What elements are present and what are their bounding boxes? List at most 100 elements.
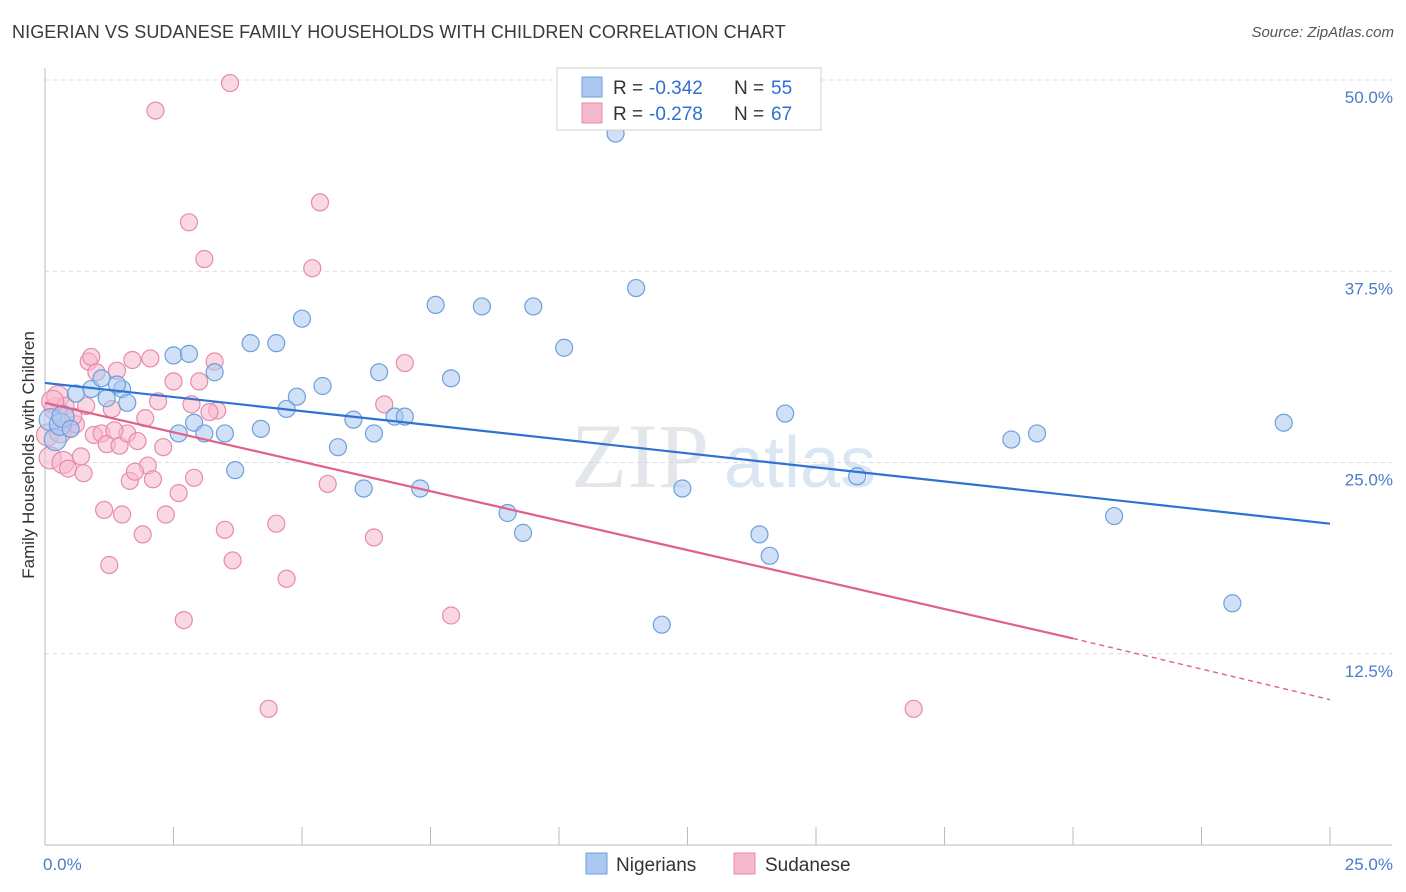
nigerian-point-52: [66, 384, 85, 403]
sudanese-point-10: [71, 447, 91, 466]
nigerian-point-34: [472, 297, 491, 316]
nigerian-point-26: [354, 479, 373, 498]
nigerian-point-51: [1274, 413, 1293, 432]
nigerian-point-18: [241, 334, 260, 353]
nigerian-point-47: [1002, 430, 1021, 449]
sudanese-point-55: [310, 193, 330, 212]
nigerian-point-23: [313, 376, 332, 396]
nigerian-point-33: [441, 369, 461, 388]
nigerian-point-32: [426, 295, 445, 315]
nigerian-point-42: [673, 479, 692, 498]
sudanese-point-38: [164, 372, 183, 391]
legend-r-value-1: -0.342: [649, 78, 703, 99]
sudanese-point-56: [318, 474, 337, 494]
nigerian-point-28: [370, 363, 389, 382]
sudanese-point-33: [143, 470, 163, 489]
series-legend-swatch-sudanese: [733, 852, 756, 875]
sudanese-point-49: [223, 551, 242, 570]
nigerian-point-25: [344, 410, 363, 429]
legend-swatch-nigerians: [581, 76, 603, 98]
x-tick-label-0: 0.0%: [43, 855, 82, 874]
nigerian-point-38: [555, 338, 574, 357]
sudanese-point-39: [169, 484, 188, 503]
sudanese-point-36: [154, 438, 173, 457]
sudanese-point-64: [105, 421, 124, 440]
nigerian-point-40: [626, 278, 646, 298]
nigerian-points: [38, 124, 1293, 634]
watermark: ZIP atlas: [571, 405, 876, 507]
legend-n-value-1: 55: [771, 78, 792, 99]
sudanese-point-7: [59, 459, 78, 478]
sudanese-point-20: [100, 555, 119, 575]
y-tick-label-0: 12.5%: [1345, 662, 1393, 681]
chart-title: NIGERIAN VS SUDANESE FAMILY HOUSEHOLDS W…: [12, 22, 786, 42]
legend-n-label-2: N =: [734, 104, 764, 125]
nigerian-point-20: [267, 334, 286, 353]
x-tick-label-1: 25.0%: [1345, 855, 1393, 874]
nigerian-point-10: [164, 346, 183, 365]
sudanese-point-60: [441, 606, 461, 625]
sudanese-point-58: [375, 395, 394, 414]
legend-n-label-1: N =: [734, 78, 764, 99]
sudanese-point-35: [148, 392, 168, 411]
series-legend-sudanese: Sudanese: [765, 855, 851, 876]
nigerian-point-48: [1027, 424, 1047, 443]
y-tick-label-2: 37.5%: [1345, 279, 1393, 298]
legend-r-value-2: -0.278: [649, 104, 703, 125]
nigerian-point-37: [524, 297, 543, 316]
legend-r-label-1: R =: [613, 78, 643, 99]
y-axis-label: Family Households with Children: [19, 331, 38, 579]
source-label: Source: ZipAtlas.com: [1251, 24, 1394, 41]
sudanese-point-41: [179, 213, 199, 232]
sudanese-point-32: [141, 349, 160, 368]
sudanese-point-37: [156, 505, 175, 524]
sudanese-point-61: [904, 699, 923, 718]
sudanese-point-66: [200, 402, 219, 422]
sudanese-point-14: [82, 347, 101, 367]
sudanese-point-34: [146, 101, 165, 120]
nigerian-point-36: [513, 523, 533, 542]
sudanese-point-18: [95, 500, 114, 520]
correlation-legend: R = -0.342 N = 55 R = -0.278 N = 67: [556, 67, 822, 131]
legend-swatch-sudanese: [581, 102, 603, 124]
nigerian-point-43: [750, 525, 769, 544]
grid-lines: [45, 79, 1392, 655]
y-tick-labels: 12.5% 25.0% 37.5% 50.0%: [1345, 88, 1393, 681]
nigerian-point-45: [776, 404, 795, 423]
nigerian-point-50: [1223, 594, 1242, 613]
legend-r-label-2: R =: [613, 104, 643, 125]
nigerian-point-6: [92, 369, 111, 388]
sudanese-point-59: [395, 353, 414, 373]
sudanese-point-65: [125, 462, 145, 481]
sudanese-point-51: [259, 699, 278, 718]
sudanese-point-24: [112, 505, 132, 524]
sudanese-point-57: [364, 528, 384, 547]
sudanese-point-50: [220, 73, 240, 93]
nigerian-point-54: [287, 387, 306, 406]
sudanese-point-45: [195, 249, 214, 269]
nigerian-point-4: [61, 419, 80, 438]
nigerian-point-16: [215, 424, 234, 443]
nigerian-point-53: [107, 375, 127, 394]
nigerian-point-24: [328, 438, 348, 457]
nigerian-point-9: [118, 393, 137, 412]
sudanese-point-11: [74, 464, 93, 483]
nigerian-point-44: [760, 546, 779, 565]
series-legend-nigerians: Nigerians: [616, 855, 696, 876]
nigerian-point-17: [226, 461, 245, 480]
y-tick-label-1: 25.0%: [1345, 471, 1393, 490]
series-legend-swatch-nigerians: [585, 852, 608, 875]
sudanese-point-44: [190, 372, 209, 391]
series-legend: Nigerians Sudanese: [585, 852, 851, 876]
nigerian-point-27: [364, 424, 384, 443]
nigerian-point-41: [652, 615, 671, 634]
sudanese-point-54: [303, 259, 322, 278]
sudanese-trend-line-extension: [1072, 637, 1331, 701]
y-tick-label-3: 50.0%: [1345, 88, 1393, 107]
sudanese-point-53: [277, 569, 296, 588]
nigerian-point-22: [292, 309, 312, 328]
sudanese-point-48: [215, 520, 234, 539]
trend-lines: [44, 381, 1331, 701]
nigerian-point-19: [251, 419, 270, 438]
